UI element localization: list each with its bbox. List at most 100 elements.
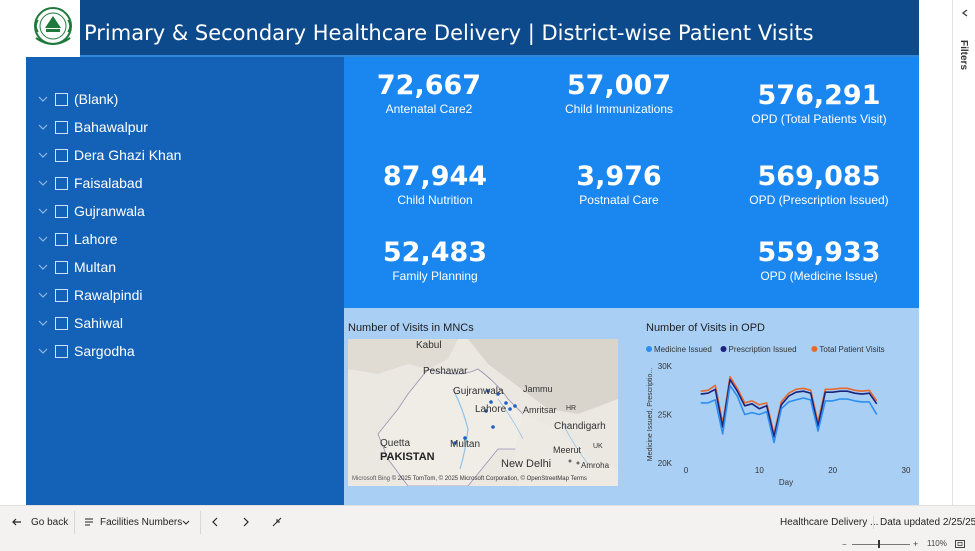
report-navigation-bar: Go back Facilities Numbers Healthcare De… — [0, 505, 975, 538]
slicer-item[interactable]: Multan — [26, 255, 344, 283]
kpi-caption: Antenatal Care2 — [385, 102, 473, 116]
slicer-item-label: Bahawalpur — [74, 119, 148, 135]
legend-marker — [720, 346, 727, 352]
slicer-item-label: Faisalabad — [74, 175, 143, 191]
next-page-icon[interactable] — [241, 517, 251, 527]
chevron-down-icon[interactable] — [37, 121, 49, 133]
kpi-caption: Child Immunizations — [564, 102, 674, 116]
map-attribution-text: © 2025 TomTom, © 2025 Microsoft Corporat… — [391, 476, 587, 482]
slicer-item-label: Lahore — [74, 231, 118, 247]
slicer-checkbox[interactable] — [55, 121, 68, 134]
kpi-postnatal: 3,976 Postnatal Care — [554, 162, 684, 208]
y-axis-title: Medicine Issued, Prescriptio... — [647, 368, 654, 461]
kpi-value: 52,483 — [382, 237, 488, 268]
zoom-slider[interactable]: − + — [842, 539, 920, 549]
y-tick-label: 30K — [658, 362, 673, 371]
map-label: Multan — [450, 439, 481, 450]
chevron-down-icon[interactable] — [37, 317, 49, 329]
x-tick-label: 30 — [902, 466, 911, 475]
slicer-item[interactable]: Sahiwal — [26, 311, 344, 339]
slicer-checkbox[interactable] — [55, 93, 68, 106]
zoom-track — [852, 544, 910, 545]
map-label: UK — [593, 443, 603, 450]
report-header: Primary & Secondary Healthcare Delivery … — [26, 0, 919, 57]
page-selector-label: Facilities Numbers — [100, 517, 183, 528]
map-label: Gujranwala — [453, 386, 504, 397]
kpi-opd-medicine: 559,933 OPD (Medicine Issue) — [739, 237, 899, 284]
legend-label: Medicine Issued — [654, 345, 712, 354]
slicer-item[interactable]: Gujranwala — [26, 199, 344, 227]
map-label: Amroha — [581, 461, 610, 470]
map-label: Meerut — [553, 445, 582, 455]
zoom-in-icon[interactable]: + — [913, 539, 919, 549]
slicer-item[interactable]: Rawalpindi — [26, 283, 344, 311]
slicer-item[interactable]: Dera Ghazi Khan — [26, 143, 344, 171]
exit-fullscreen-icon[interactable] — [272, 517, 282, 527]
chevron-down-icon[interactable] — [37, 345, 49, 357]
chevron-down-icon[interactable] — [37, 205, 49, 217]
x-axis-title: Day — [779, 478, 793, 487]
data-updated-text: Data updated 2/25/25 — [880, 517, 975, 528]
report-name[interactable]: Healthcare Delivery ... — [780, 517, 879, 528]
slicer-item[interactable]: Sargodha — [26, 339, 344, 367]
slicer-checkbox[interactable] — [55, 149, 68, 162]
kpi-opd-total: 576,291 OPD (Total Patients Visit) — [739, 80, 899, 127]
kpi-value: 559,933 — [757, 237, 881, 268]
slicer-checkbox[interactable] — [55, 289, 68, 302]
chevron-down-icon[interactable] — [37, 261, 49, 273]
divider — [200, 511, 201, 534]
slicer-checkbox[interactable] — [55, 317, 68, 330]
kpi-value: 57,007 — [566, 70, 672, 101]
kpi-value: 576,291 — [757, 80, 881, 111]
chevron-down-icon[interactable] — [37, 289, 49, 301]
zoom-out-icon[interactable]: − — [842, 540, 847, 549]
kpi-value: 72,667 — [376, 70, 482, 101]
slicer-item-label: Rawalpindi — [74, 287, 143, 303]
slicer-item[interactable]: Bahawalpur — [26, 115, 344, 143]
bing-logo: Microsoft Bing — [352, 476, 391, 482]
fit-to-page-icon[interactable] — [955, 540, 965, 548]
legend-label: Total Patient Visits — [819, 345, 884, 354]
slicer-checkbox[interactable] — [55, 177, 68, 190]
x-tick-label: 10 — [755, 466, 764, 475]
chevron-down-icon[interactable] — [37, 233, 49, 245]
opd-line-chart[interactable]: Medicine Issued Prescription Issued Total … — [644, 338, 919, 498]
map-terrain — [348, 339, 618, 486]
slicer-item[interactable]: Faisalabad — [26, 171, 344, 199]
zoom-thumb[interactable] — [878, 540, 880, 548]
kpi-caption: Postnatal Care — [579, 193, 659, 207]
slicer-item-label: Dera Ghazi Khan — [74, 147, 182, 163]
page-title: Primary & Secondary Healthcare Delivery … — [84, 21, 814, 45]
slicer-checkbox[interactable] — [55, 233, 68, 246]
divider — [873, 516, 874, 529]
mnc-visits-map[interactable]: Kabul Peshawar Gujranwala Jammu Lahore A… — [348, 339, 618, 486]
map-label: Amritsar — [523, 405, 557, 415]
map-label: New Delhi — [501, 458, 552, 470]
y-tick-label: 25K — [658, 411, 673, 420]
previous-page-icon[interactable] — [210, 517, 220, 527]
visuals-panel: Number of Visits in MNCs — [344, 308, 919, 505]
filters-label[interactable]: Filters — [958, 40, 969, 71]
go-back-button[interactable]: Go back — [8, 506, 72, 539]
filters-pane[interactable]: Filters — [952, 0, 975, 505]
chevron-down-icon[interactable] — [37, 93, 49, 105]
series-line-total-patient-visits — [700, 375, 878, 435]
slicer-checkbox[interactable] — [55, 345, 68, 358]
slicer-item[interactable]: Lahore — [26, 227, 344, 255]
slicer-checkbox[interactable] — [55, 261, 68, 274]
kpi-nutrition: 87,944 Child Nutrition — [370, 162, 500, 208]
page-selector-dropdown[interactable]: Facilities Numbers — [80, 506, 194, 539]
map-label: Jammu — [523, 384, 553, 394]
legend-marker — [811, 346, 818, 352]
chevron-down-icon[interactable] — [37, 149, 49, 161]
slicer-checkbox[interactable] — [55, 205, 68, 218]
kpi-caption: OPD (Medicine Issue) — [760, 269, 878, 283]
chevron-down-icon[interactable] — [37, 177, 49, 189]
collapse-arrow-icon[interactable] — [960, 8, 970, 18]
map-label: Chandigarh — [554, 421, 606, 432]
map-attribution: Microsoft Bing © 2025 TomTom, © 2025 Mic… — [352, 476, 587, 482]
slicer-item[interactable]: (Blank) — [26, 87, 344, 115]
y-tick-label: 20K — [658, 459, 673, 468]
kpi-panel: 72,667 Antenatal Care2 57,007 Child Immu… — [344, 57, 919, 308]
